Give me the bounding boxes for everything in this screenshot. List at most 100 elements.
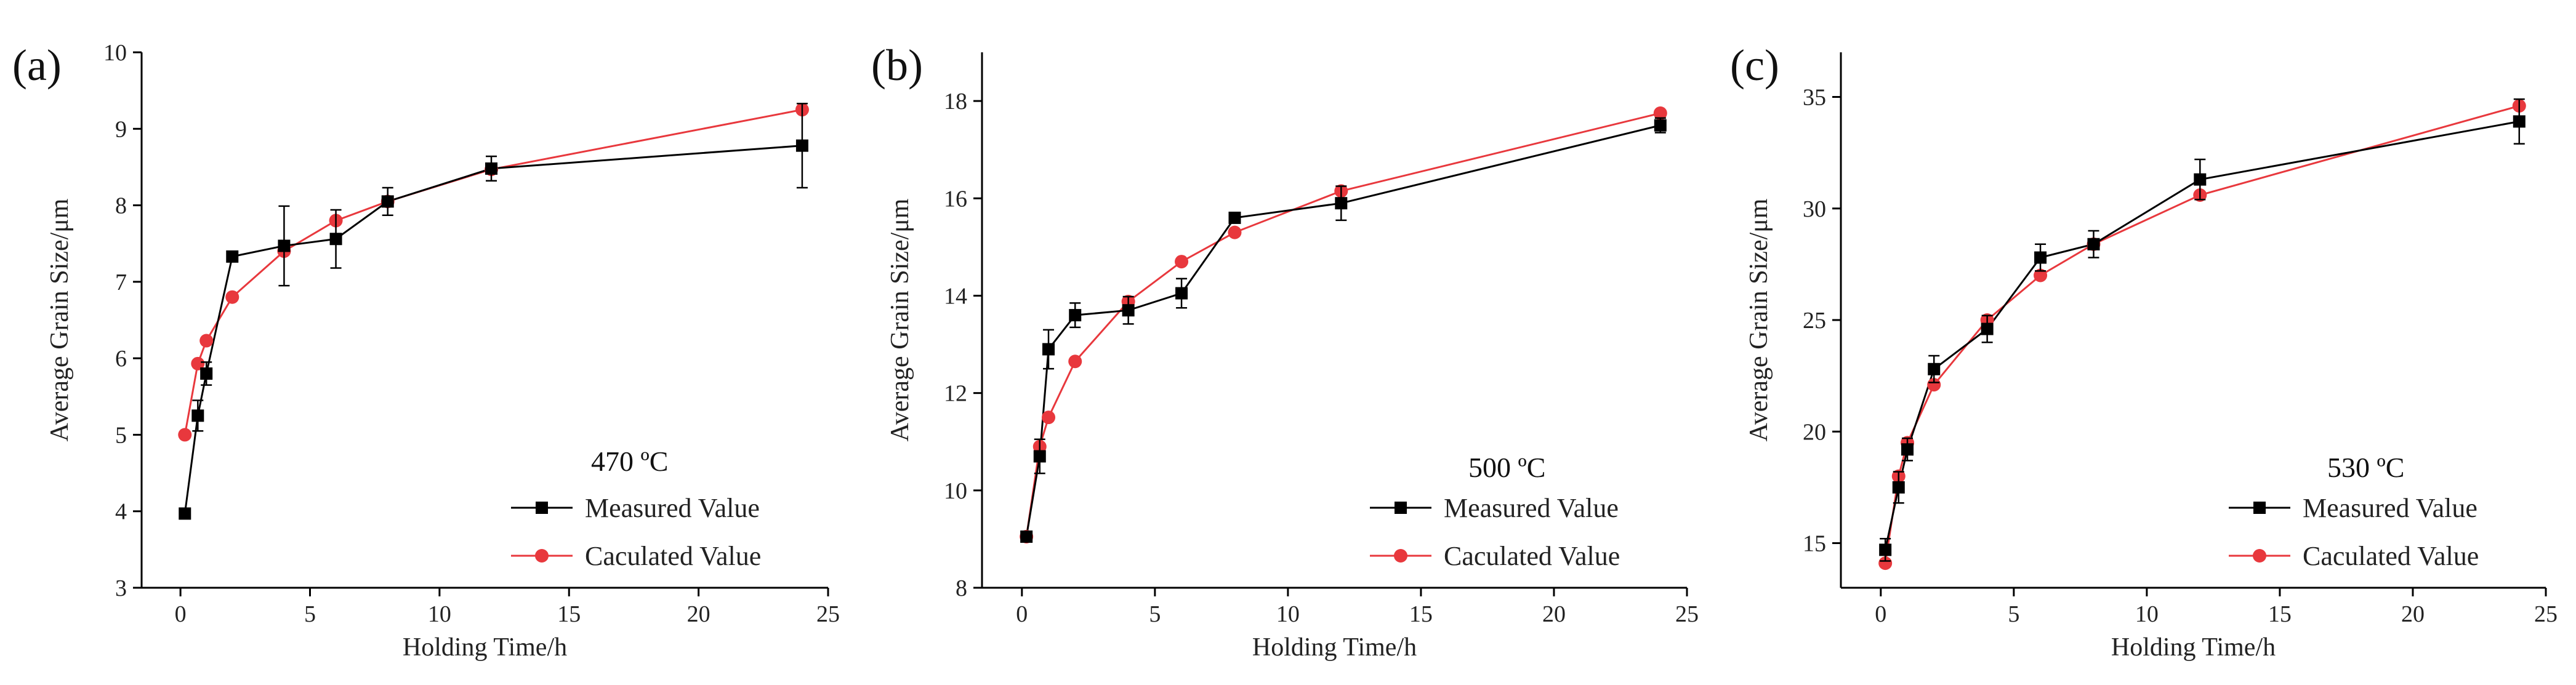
chart-b-y-tick-label: 8 — [956, 575, 967, 601]
chart-c-x-tick-label: 25 — [2534, 601, 2558, 627]
chart-b-x-tick-label: 15 — [1409, 601, 1433, 627]
chart-b-y-axis-title: Average Grain Size/μm — [886, 198, 914, 441]
chart-b-series-0-point — [1654, 119, 1667, 132]
chart-b-legend-marker — [1394, 549, 1407, 563]
chart-c-x-tick-label: 20 — [2401, 601, 2425, 627]
chart-b-svg: 0 5 10 15 20 25 8 10 12 14 16 18 Holding Time/h Avera… — [871, 41, 1699, 662]
chart-panel-a: 0 5 10 15 20 25 3 4 5 6 7 8 9 10 Holding Time/h Average… — [0, 0, 859, 685]
chart-b-x-tick-label: 0 — [1016, 601, 1028, 627]
chart-a-series-1-point — [225, 290, 239, 304]
chart-b-x-tick-label: 5 — [1149, 601, 1161, 627]
chart-c-x-tick-label: 5 — [2008, 601, 2019, 627]
chart-b-x-tick-label: 10 — [1276, 601, 1300, 627]
chart-a-series-0-point — [795, 139, 808, 152]
chart-a-y-tick-label: 8 — [115, 193, 127, 219]
chart-c-series-0-point — [2194, 173, 2207, 186]
chart-c-series-0-point — [1981, 322, 1994, 335]
chart-a-y-tick-label: 3 — [115, 575, 127, 601]
chart-c-series-0-point — [2034, 251, 2047, 264]
chart-c-y-tick-label: 35 — [1803, 85, 1826, 111]
chart-a-y-tick-label: 6 — [115, 346, 127, 372]
chart-b-series-1-point — [1175, 255, 1189, 269]
chart-a-y-tick-label: 7 — [115, 270, 127, 295]
chart-b-series-1-point — [1228, 225, 1242, 239]
chart-c-series-0-point — [2513, 115, 2526, 128]
chart-a-x-tick-label: 5 — [304, 601, 316, 627]
chart-a-x-tick-label: 15 — [557, 601, 581, 627]
chart-b-y-tick-label: 12 — [944, 381, 967, 407]
chart-c-series-0-point — [1928, 363, 1941, 375]
chart-a-y-tick-label: 5 — [115, 422, 127, 448]
chart-b-series-0-point — [1122, 304, 1135, 317]
chart-a-panel-label: (a) — [12, 41, 62, 90]
chart-a-series-0-line — [183, 145, 803, 514]
chart-a-series-0-point — [226, 250, 239, 263]
chart-a-series-0-point — [200, 367, 213, 380]
chart-a-legend-marker — [535, 549, 549, 563]
chart-b-series-1-point — [1068, 355, 1082, 369]
chart-c-panel-label: (c) — [1730, 41, 1779, 90]
chart-c-series-0-point — [1879, 543, 1892, 556]
chart-b-series-0-point — [1175, 287, 1188, 300]
chart-a-y-tick-label: 9 — [115, 116, 127, 142]
chart-b-legend-label: Measured Value — [1444, 493, 1619, 523]
chart-b-series-0-point — [1020, 530, 1033, 543]
chart-a-legend-marker — [536, 502, 548, 514]
chart-c-y-axis-title: Average Grain Size/μm — [1745, 198, 1773, 441]
chart-a-y-tick-label: 10 — [103, 40, 127, 66]
chart-b-series-1-point — [1042, 411, 1056, 425]
chart-b-y-tick-label: 18 — [944, 89, 967, 114]
chart-panel-b: 0 5 10 15 20 25 8 10 12 14 16 18 Holding Time/h Avera… — [859, 0, 1718, 685]
chart-c-x-tick-label: 15 — [2268, 601, 2292, 627]
chart-c-x-axis-title: Holding Time/h — [2111, 633, 2276, 662]
chart-b-y-tick-label: 10 — [944, 478, 967, 504]
chart-a-x-axis-title: Holding Time/h — [403, 633, 567, 662]
chart-c-y-tick-label: 15 — [1803, 531, 1826, 557]
chart-c-series-0-point — [2087, 238, 2100, 250]
chart-c-legend-label: Measured Value — [2303, 493, 2477, 523]
chart-c-series-0-point — [1892, 481, 1905, 494]
chart-a-series-0-point — [191, 409, 204, 422]
chart-a-svg: 0 5 10 15 20 25 3 4 5 6 7 8 9 10 Holding Time/h Average… — [12, 40, 840, 662]
chart-c-series-0-point — [1901, 443, 1914, 456]
chart-c-legend-label: Caculated Value — [2303, 541, 2479, 571]
chart-a-x-tick-label: 0 — [175, 601, 187, 627]
chart-b-legend-marker — [1395, 502, 1407, 514]
chart-c-temperature-label: 530 ºC — [2327, 452, 2404, 483]
chart-b-x-tick-label: 20 — [1542, 601, 1566, 627]
chart-c-series-1-point — [2034, 268, 2048, 282]
chart-c-legend-marker — [2253, 502, 2266, 514]
chart-c-y-tick-label: 30 — [1803, 196, 1826, 222]
chart-a-legend-label: Measured Value — [585, 493, 760, 523]
chart-a-series-0-point — [278, 239, 291, 252]
chart-a-series-0-point — [179, 507, 191, 520]
chart-b-temperature-label: 500 ºC — [1468, 452, 1545, 483]
chart-panel-c: 0 5 10 15 20 25 15 20 25 30 35 Holding Time/h Averag… — [1718, 0, 2576, 685]
chart-a-x-tick-label: 10 — [428, 601, 451, 627]
chart-c-series-1-point — [1878, 556, 1893, 571]
chart-a-x-tick-label: 20 — [687, 601, 710, 627]
chart-a-series-1-point — [178, 428, 192, 442]
chart-c-legend-marker — [2253, 549, 2266, 563]
chart-b-x-tick-label: 25 — [1675, 601, 1699, 627]
chart-c-x-tick-label: 0 — [1875, 601, 1886, 627]
chart-b-series-0-point — [1069, 309, 1082, 322]
chart-c-y-tick-label: 25 — [1803, 308, 1826, 334]
chart-a-legend-label: Caculated Value — [585, 541, 761, 571]
chart-a-series-0-point — [485, 162, 498, 175]
chart-c-x-tick-label: 10 — [2135, 601, 2159, 627]
chart-b-series-0-point — [1042, 343, 1055, 356]
chart-a-series-1-point — [199, 334, 214, 348]
chart-c-y-tick-label: 20 — [1803, 419, 1826, 445]
chart-c-svg: 0 5 10 15 20 25 15 20 25 30 35 Holding Time/h Averag… — [1730, 41, 2558, 662]
chart-a-series-1-point — [191, 356, 205, 371]
chart-b-x-axis-title: Holding Time/h — [1252, 633, 1417, 662]
chart-a-series-0-point — [381, 195, 394, 208]
chart-a-x-tick-label: 25 — [816, 601, 840, 627]
chart-c-series-1-point — [1927, 378, 1941, 392]
chart-b-panel-label: (b) — [871, 41, 923, 90]
chart-b-series-0-point — [1033, 450, 1046, 463]
chart-b-series-0-point — [1335, 197, 1348, 210]
chart-b-series-0-point — [1228, 211, 1241, 224]
chart-a-y-tick-label: 4 — [115, 499, 127, 525]
